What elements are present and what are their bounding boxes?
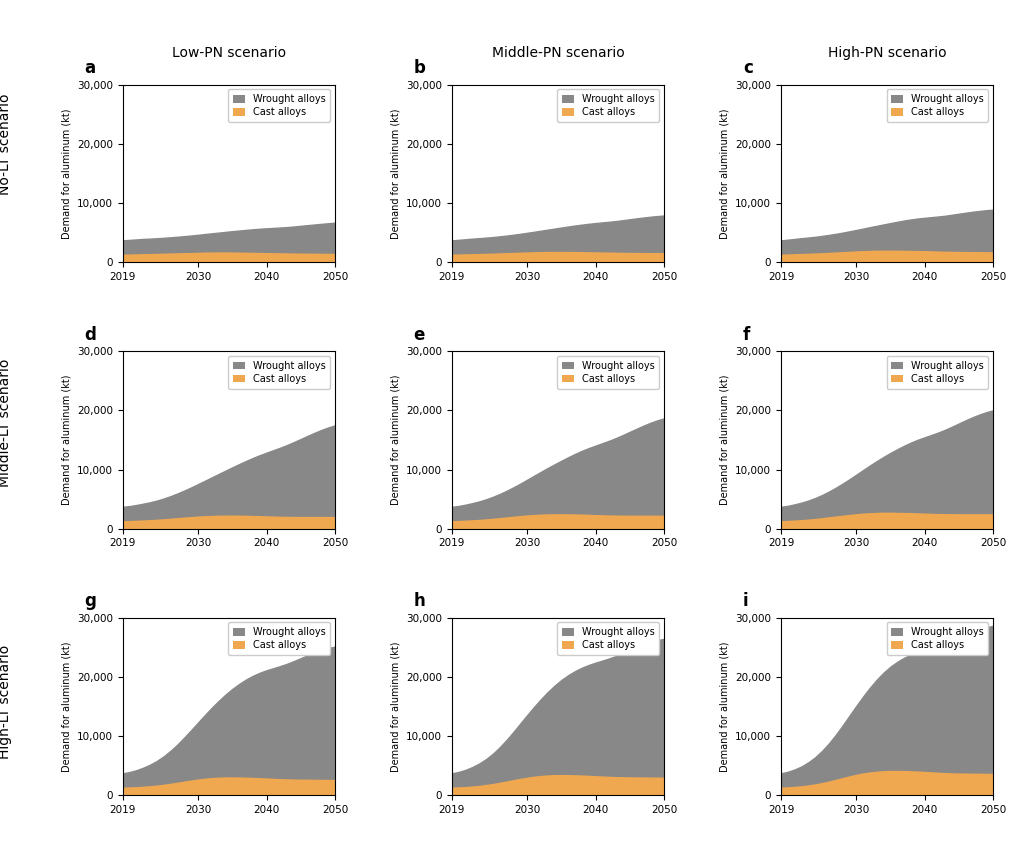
Y-axis label: Demand for aluminum (kt): Demand for aluminum (kt): [390, 375, 400, 505]
Title: Middle-PN scenario: Middle-PN scenario: [492, 46, 625, 60]
Title: High-PN scenario: High-PN scenario: [827, 46, 946, 60]
Y-axis label: Demand for aluminum (kt): Demand for aluminum (kt): [61, 641, 72, 772]
Legend: Wrought alloys, Cast alloys: Wrought alloys, Cast alloys: [557, 356, 659, 388]
Y-axis label: Demand for aluminum (kt): Demand for aluminum (kt): [720, 108, 730, 239]
Text: i: i: [742, 592, 749, 611]
Legend: Wrought alloys, Cast alloys: Wrought alloys, Cast alloys: [887, 356, 988, 388]
Y-axis label: Demand for aluminum (kt): Demand for aluminum (kt): [61, 108, 72, 239]
Title: Low-PN scenario: Low-PN scenario: [172, 46, 286, 60]
Text: b: b: [414, 59, 426, 78]
Legend: Wrought alloys, Cast alloys: Wrought alloys, Cast alloys: [228, 90, 331, 122]
Text: h: h: [414, 592, 425, 611]
Text: e: e: [414, 326, 425, 344]
Y-axis label: Demand for aluminum (kt): Demand for aluminum (kt): [720, 641, 730, 772]
Text: f: f: [742, 326, 750, 344]
Legend: Wrought alloys, Cast alloys: Wrought alloys, Cast alloys: [887, 623, 988, 655]
Legend: Wrought alloys, Cast alloys: Wrought alloys, Cast alloys: [887, 90, 988, 122]
Text: g: g: [85, 592, 96, 611]
Text: c: c: [742, 59, 753, 78]
Y-axis label: Demand for aluminum (kt): Demand for aluminum (kt): [61, 375, 72, 505]
Legend: Wrought alloys, Cast alloys: Wrought alloys, Cast alloys: [228, 623, 331, 655]
Legend: Wrought alloys, Cast alloys: Wrought alloys, Cast alloys: [557, 90, 659, 122]
Text: a: a: [85, 59, 96, 78]
Legend: Wrought alloys, Cast alloys: Wrought alloys, Cast alloys: [228, 356, 331, 388]
Text: Middle-LT scenario: Middle-LT scenario: [0, 359, 12, 487]
Y-axis label: Demand for aluminum (kt): Demand for aluminum (kt): [720, 375, 730, 505]
Text: No-LT scenario: No-LT scenario: [0, 93, 12, 195]
Text: d: d: [85, 326, 96, 344]
Text: High-LT scenario: High-LT scenario: [0, 645, 12, 760]
Legend: Wrought alloys, Cast alloys: Wrought alloys, Cast alloys: [557, 623, 659, 655]
Y-axis label: Demand for aluminum (kt): Demand for aluminum (kt): [390, 641, 400, 772]
Y-axis label: Demand for aluminum (kt): Demand for aluminum (kt): [390, 108, 400, 239]
